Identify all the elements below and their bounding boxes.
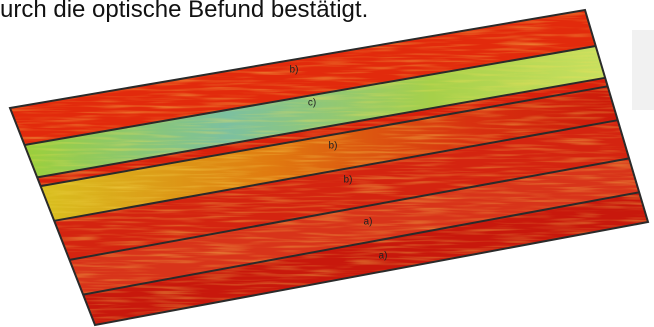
divider [82,191,640,296]
band-borders [8,8,650,327]
divider [24,45,596,146]
divider [69,157,630,261]
divider [37,76,606,179]
divider [40,85,608,188]
band-label: b) [290,65,299,76]
band-label: b) [329,141,338,152]
outline [8,8,650,327]
divider [54,119,618,222]
band-label: a) [379,251,388,262]
body-text: urch die optische Befund bestätigt. [0,0,369,23]
band-label: b) [344,175,353,186]
side-box [632,30,654,110]
band-label: a) [364,217,373,228]
band-label: c) [308,98,316,109]
texture [10,10,648,325]
